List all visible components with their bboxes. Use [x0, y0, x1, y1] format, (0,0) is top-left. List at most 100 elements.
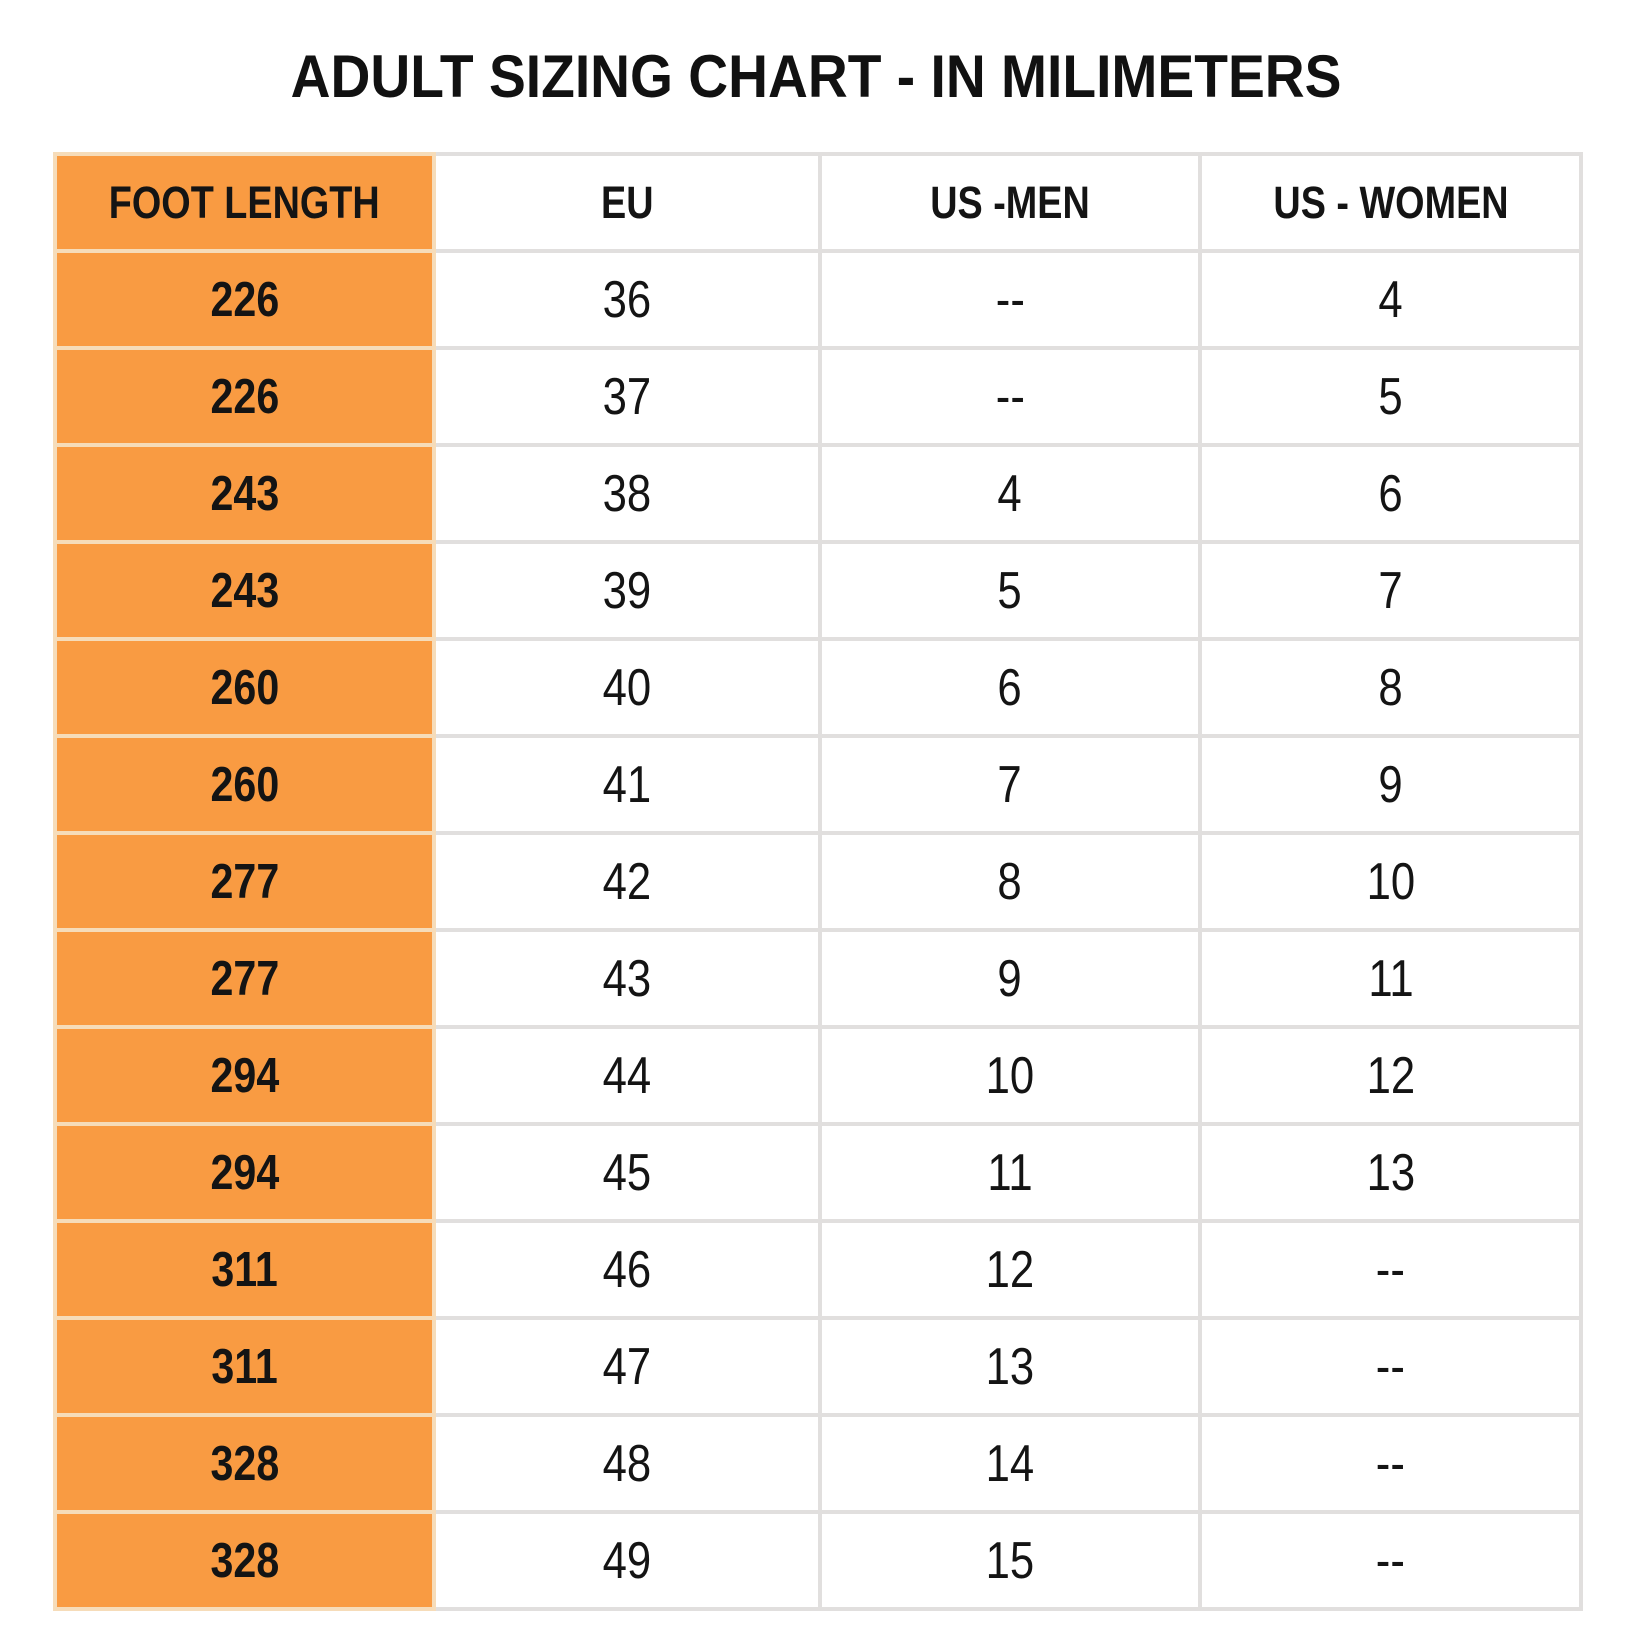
cell-us-women: 5	[1198, 346, 1583, 447]
cell-us-women-value: 13	[1366, 1143, 1415, 1202]
table-row: 294 44 10 12	[52, 1025, 1583, 1126]
cell-us-women: 8	[1198, 637, 1583, 738]
cell-us-women-value: 12	[1366, 1046, 1415, 1105]
cell-eu: 36	[432, 249, 822, 350]
sizing-table: FOOT LENGTH EU US -MEN US - WOMEN 226 36 -…	[52, 152, 1583, 1611]
cell-eu-value: 39	[602, 561, 652, 620]
cell-us-women: 12	[1198, 1025, 1583, 1126]
cell-foot-length: 226	[52, 346, 437, 447]
cell-foot-length-value: 277	[210, 854, 279, 909]
cell-foot-length: 328	[52, 1413, 437, 1514]
cell-eu: 44	[432, 1025, 822, 1126]
table-row: 328 49 15 --	[52, 1510, 1583, 1611]
column-header-us-women: US - WOMEN	[1198, 152, 1583, 253]
cell-us-women: 7	[1198, 540, 1583, 641]
cell-foot-length-value: 226	[210, 369, 279, 424]
cell-eu: 38	[432, 443, 822, 544]
sizing-table-body: 226 36 -- 4 226 37 -- 5 243 38 4 6 243 39 5 7 260 40 6 8 260…	[52, 249, 1583, 1611]
cell-us-women: 13	[1198, 1122, 1583, 1223]
cell-foot-length: 243	[52, 443, 437, 544]
cell-eu: 49	[432, 1510, 822, 1611]
cell-us-women-value: 7	[1378, 561, 1403, 620]
table-row: 260 40 6 8	[52, 637, 1583, 738]
cell-foot-length: 294	[52, 1122, 437, 1223]
cell-eu-value: 42	[602, 852, 652, 911]
cell-us-women: --	[1198, 1413, 1583, 1514]
cell-us-men: 13	[817, 1316, 1203, 1417]
cell-us-women-value: 5	[1378, 367, 1403, 426]
sizing-table-header: FOOT LENGTH EU US -MEN US - WOMEN	[52, 152, 1583, 253]
cell-us-women: --	[1198, 1510, 1583, 1611]
cell-us-men: 7	[817, 734, 1203, 835]
cell-eu: 37	[432, 346, 822, 447]
cell-foot-length-value: 226	[210, 272, 279, 327]
table-row: 311 46 12 --	[52, 1219, 1583, 1320]
cell-eu-value: 44	[602, 1046, 652, 1105]
cell-us-women-value: 10	[1366, 852, 1415, 911]
table-row: 311 47 13 --	[52, 1316, 1583, 1417]
cell-foot-length: 311	[52, 1219, 437, 1320]
column-header-eu: EU	[432, 152, 822, 253]
cell-foot-length-value: 243	[210, 466, 279, 521]
cell-foot-length: 277	[52, 928, 437, 1029]
cell-us-women: --	[1198, 1316, 1583, 1417]
cell-foot-length-value: 243	[210, 563, 279, 618]
cell-eu: 40	[432, 637, 822, 738]
cell-eu: 47	[432, 1316, 822, 1417]
cell-foot-length: 311	[52, 1316, 437, 1417]
cell-us-women: 6	[1198, 443, 1583, 544]
cell-eu: 41	[432, 734, 822, 835]
cell-us-men: 5	[817, 540, 1203, 641]
cell-us-women-value: --	[1376, 1337, 1406, 1396]
table-row: 243 38 4 6	[52, 443, 1583, 544]
page-title-text: ADULT SIZING CHART - IN MILIMETERS	[290, 43, 1342, 110]
cell-us-men: 4	[817, 443, 1203, 544]
cell-us-men-value: 10	[985, 1046, 1035, 1105]
cell-us-women: 11	[1198, 928, 1583, 1029]
cell-foot-length-value: 311	[211, 1339, 278, 1394]
cell-us-men: 14	[817, 1413, 1203, 1514]
cell-us-men: 12	[817, 1219, 1203, 1320]
cell-us-men-value: 9	[997, 949, 1023, 1008]
cell-us-men: 11	[817, 1122, 1203, 1223]
table-row: 226 37 -- 5	[52, 346, 1583, 447]
cell-us-women-value: 6	[1378, 464, 1403, 523]
cell-eu-value: 37	[602, 367, 652, 426]
cell-foot-length-value: 260	[210, 660, 279, 715]
cell-us-women-value: 11	[1367, 949, 1414, 1008]
cell-eu-value: 40	[602, 658, 652, 717]
header-row: FOOT LENGTH EU US -MEN US - WOMEN	[52, 152, 1583, 253]
cell-foot-length-value: 260	[210, 757, 279, 812]
cell-foot-length-value: 328	[210, 1436, 279, 1491]
cell-eu: 45	[432, 1122, 822, 1223]
cell-foot-length-value: 311	[211, 1242, 278, 1297]
cell-us-men-value: 14	[985, 1434, 1035, 1493]
cell-eu-value: 38	[602, 464, 652, 523]
cell-us-women-value: --	[1376, 1240, 1406, 1299]
cell-foot-length-value: 277	[210, 951, 279, 1006]
cell-foot-length: 260	[52, 734, 437, 835]
cell-us-men-value: 11	[987, 1143, 1033, 1202]
table-row: 226 36 -- 4	[52, 249, 1583, 350]
cell-eu-value: 47	[602, 1337, 652, 1396]
cell-eu: 42	[432, 831, 822, 932]
table-row: 294 45 11 13	[52, 1122, 1583, 1223]
cell-eu-value: 46	[602, 1240, 652, 1299]
cell-us-men: 6	[817, 637, 1203, 738]
column-header-foot-length: FOOT LENGTH	[52, 152, 437, 253]
cell-eu: 39	[432, 540, 822, 641]
cell-us-women: --	[1198, 1219, 1583, 1320]
cell-us-men-value: 5	[997, 561, 1023, 620]
column-header-us-women-label: US - WOMEN	[1273, 176, 1509, 228]
cell-us-men-value: --	[995, 270, 1025, 329]
cell-foot-length: 277	[52, 831, 437, 932]
cell-us-men: --	[817, 249, 1203, 350]
column-header-us-men-label: US -MEN	[930, 176, 1090, 228]
cell-us-women: 10	[1198, 831, 1583, 932]
cell-eu: 48	[432, 1413, 822, 1514]
cell-eu-value: 41	[602, 755, 652, 814]
table-row: 260 41 7 9	[52, 734, 1583, 835]
cell-us-men-value: 12	[985, 1240, 1035, 1299]
cell-eu: 46	[432, 1219, 822, 1320]
